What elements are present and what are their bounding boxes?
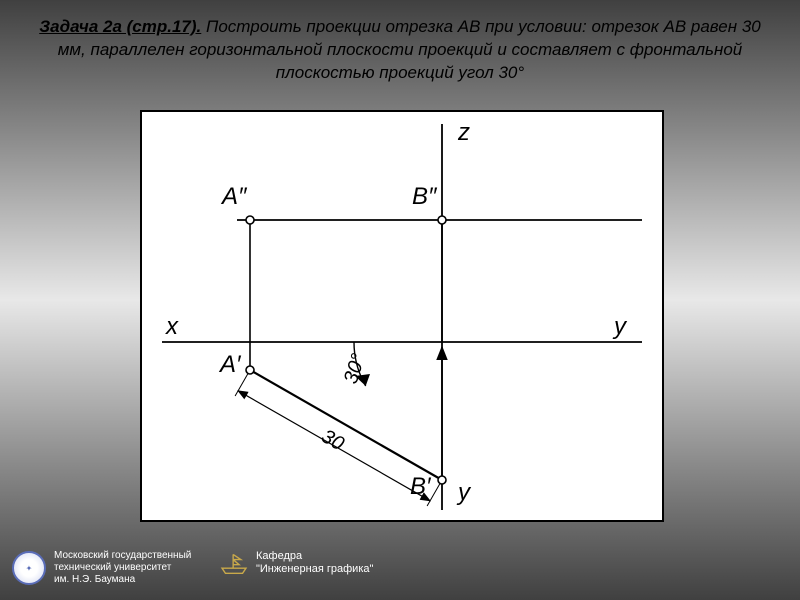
point-B1 bbox=[438, 476, 446, 484]
z-label: z bbox=[457, 119, 470, 146]
point-A2 bbox=[246, 216, 254, 224]
segment-A1B1 bbox=[250, 370, 442, 480]
y-bottom-label: y bbox=[456, 479, 472, 506]
bauman-emblem-icon: ✦ bbox=[12, 551, 46, 585]
inst-line1: Московский государственный bbox=[54, 550, 191, 562]
y-right-label: y bbox=[612, 313, 628, 340]
inst-line3: им. Н.Э. Баумана bbox=[54, 574, 191, 586]
point-B2 bbox=[438, 216, 446, 224]
projection-diagram: x y z y 30° 30 A″ B″ A′ B′ bbox=[142, 112, 662, 520]
label-B1: B′ bbox=[410, 473, 432, 500]
institution-block: ✦ Московский государственный технический… bbox=[12, 550, 191, 586]
dept-line1: Кафедра bbox=[256, 550, 373, 563]
department-block: Кафедра "Инженерная графика" bbox=[220, 550, 373, 576]
drawing-canvas: x y z y 30° 30 A″ B″ A′ B′ bbox=[140, 110, 664, 522]
problem-title: Задача 2а (стр.17). Построить проекции о… bbox=[0, 16, 800, 85]
institution-text: Московский государственный технический у… bbox=[54, 550, 191, 586]
dept-line2: "Инженерная графика" bbox=[256, 563, 373, 576]
inst-line2: технический университет bbox=[54, 562, 191, 574]
x-label: x bbox=[165, 313, 179, 340]
footer: ✦ Московский государственный технический… bbox=[0, 544, 800, 594]
ship-icon bbox=[220, 551, 248, 575]
department-text: Кафедра "Инженерная графика" bbox=[256, 550, 373, 576]
label-A2: A″ bbox=[220, 183, 248, 210]
label-A1: A′ bbox=[218, 351, 242, 378]
point-A1 bbox=[246, 366, 254, 374]
label-B2: B″ bbox=[412, 183, 438, 210]
title-lead: Задача 2а (стр.17). bbox=[39, 17, 201, 36]
